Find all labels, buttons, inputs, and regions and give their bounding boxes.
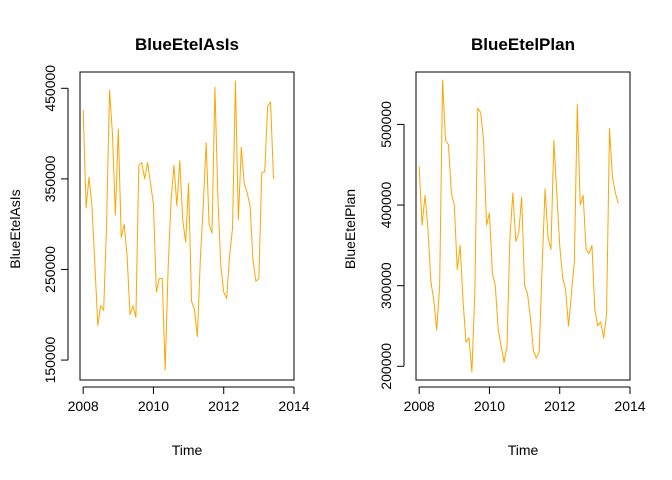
y-tick-label: 150000 bbox=[42, 336, 58, 383]
y-tick-label: 350000 bbox=[42, 155, 58, 202]
x-tick-label: 2010 bbox=[138, 398, 169, 414]
y-axis-label: BlueEtelPlan bbox=[342, 189, 358, 269]
series-line bbox=[418, 79, 619, 373]
x-axis-label: Time bbox=[508, 442, 539, 458]
x-tick-label: 2008 bbox=[68, 398, 99, 414]
y-tick-label: 500000 bbox=[378, 101, 394, 148]
y-axis-label: BlueEtelAsIs bbox=[7, 189, 23, 268]
y-tick-label: 400000 bbox=[378, 181, 394, 228]
y-tick-label: 450000 bbox=[42, 65, 58, 112]
y-axis: 200000 300000 400000 500000 bbox=[378, 101, 405, 390]
x-tick-label: 2008 bbox=[404, 398, 435, 414]
x-tick-label: 2014 bbox=[278, 398, 309, 414]
x-tick-label: 2012 bbox=[544, 398, 575, 414]
y-tick-label: 200000 bbox=[378, 343, 394, 390]
plot-frame bbox=[79, 71, 295, 381]
y-tick-label: 250000 bbox=[42, 246, 58, 293]
x-axis: 2008 2010 2012 2014 bbox=[68, 386, 310, 414]
x-axis-label: Time bbox=[172, 442, 203, 458]
plot-frame bbox=[415, 71, 631, 381]
x-tick-label: 2014 bbox=[614, 398, 645, 414]
y-axis: 150000 250000 350000 450000 bbox=[42, 65, 69, 383]
series-line bbox=[82, 80, 274, 371]
chart-title: BlueEtelAsIs bbox=[135, 35, 239, 54]
x-tick-label: 2010 bbox=[474, 398, 505, 414]
panel-blueetelasis: BlueEtelAsIs Time BlueEtelAsIs 2008 2010 2… bbox=[7, 35, 310, 458]
y-tick-label: 300000 bbox=[378, 262, 394, 309]
chart-title: BlueEtelPlan bbox=[471, 35, 575, 54]
x-axis: 2008 2010 2012 2014 bbox=[404, 386, 646, 414]
x-tick-label: 2012 bbox=[208, 398, 239, 414]
panel-blueetelplan: BlueEtelPlan Time BlueEtelPlan 2008 2010 2… bbox=[342, 35, 646, 458]
